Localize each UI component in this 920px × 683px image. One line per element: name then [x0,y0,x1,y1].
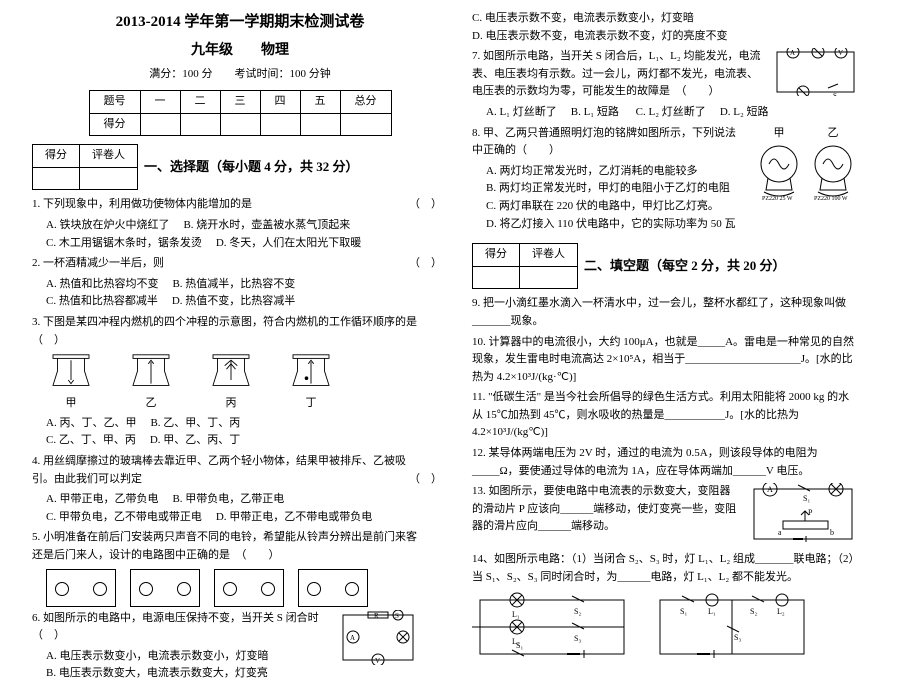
svg-text:S₃: S₃ [574,634,581,643]
q11: 11. "低碳生活" 是当今社会所倡导的绿色生活方式。利用太阳能将 2000 k… [472,389,888,442]
q13: A S₁ a b P 13. 如图所示，要使电路中电流表的示数变大，变阻器的滑动… [472,483,888,536]
q3-figures: 甲 乙 丙 丁 [46,353,448,413]
svg-text:S₂: S₂ [750,607,757,616]
q2-opts: A. 热值和比热容均不变B. 热值减半，比热容不变 C. 热值和比热容都减半D.… [46,276,448,311]
q8-bulbs: 甲 PZ220 25 W 乙 PZ220 100 W [754,125,858,209]
svg-text:S₃: S₃ [734,633,741,642]
q5: 5. 小明准备在前后门安装两只声音不同的电铃，希望能从铃声分辨出是前门来客还是后… [32,529,448,564]
svg-text:S₂: S₂ [574,607,581,616]
q5-circuits [46,569,448,607]
q12: 12. 某导体两端电压为 2V 时，通过的电流为 0.5A，则该段导体的电阻为_… [472,445,888,480]
q2: 2. 一杯酒精减少一半后，则（ ） [32,255,448,273]
svg-text:L₁: L₁ [512,610,520,619]
svg-text:R: R [374,612,379,620]
svg-text:L₁: L₁ [708,607,716,616]
svg-text:L₂: L₂ [777,607,785,616]
q7: A V S 7. 如图所示电路，当开关 S 闭合后，L₁、L₂ 均能发光，电流表… [472,48,888,101]
svg-text:V: V [838,49,843,57]
grader-box-2: 得分评卷人 [472,243,578,289]
score-table: 题号一 二三 四五 总分 得分 [89,90,392,136]
section1-title: 一、选择题（每小题 4 分，共 32 分） [144,157,359,178]
q1-opts: A. 铁块放在炉火中烧红了B. 烧开水时，壶盖被水蒸气顶起来 C. 木工用锯锯木… [46,217,448,252]
exam-title: 2013-2014 学年第一学期期末检测试卷 [32,10,448,34]
svg-text:PZ220 100 W: PZ220 100 W [814,196,848,202]
exam-info: 满分：100 分 考试时间：100 分钟 [32,66,448,84]
grader-box: 得分评卷人 [32,144,138,190]
svg-text:a: a [778,528,782,537]
exam-subtitle: 九年级 物理 [32,40,448,62]
svg-text:S₁: S₁ [680,607,687,616]
q1: 1. 下列现象中，利用做功使物体内能增加的是（ ） [32,196,448,214]
section2-title: 二、填空题（每空 2 分，共 20 分） [584,256,786,277]
svg-text:A: A [350,634,355,642]
q10: 10. 计算器中的电流很小，大约 100μA，也就是_____A。雷电是一种常见… [472,334,888,387]
q3-opts: A. 丙、丁、乙、甲B. 乙、甲、丁、丙 C. 乙、丁、甲、丙D. 甲、乙、丙、… [46,415,448,450]
svg-text:A: A [790,49,795,57]
q6: R S V A 6. 如图所示的电路中，电源电压保持不变，当开关 S 闭合时（ … [32,610,448,645]
q9: 9. 把一小滴红墨水滴入一杯清水中，过一会儿，整杯水都红了，这种现象叫做____… [472,295,888,330]
svg-text:PZ220 25 W: PZ220 25 W [762,196,793,202]
q14: 14、如图所示电路：（1）当闭合 S₂、S₃ 时，灯 L₁、L₂ 组成_____… [472,545,888,586]
svg-text:V: V [375,657,380,665]
svg-text:P: P [808,508,813,517]
q8: 甲 PZ220 25 W 乙 PZ220 100 W 8. 甲、乙两只普通照明灯… [472,125,888,160]
q14-circuits: L₁ S₂ L₂ S₃ S₁ S₁ L₁ S₂ L₂ S₃ [472,592,888,662]
q6-opts-cd: C. 电压表示数不变，电流表示数变小，灯变暗D. 电压表示数不变，电流表示数不变… [472,10,888,45]
svg-text:S₁: S₁ [803,494,810,503]
svg-text:b: b [830,528,834,537]
q13-circuit-icon: A S₁ a b P [748,483,858,545]
svg-text:S₁: S₁ [516,641,523,650]
svg-text:S: S [395,612,399,620]
q7-circuit-icon: A V S [773,48,858,96]
svg-text:A: A [767,485,773,494]
q4-opts: A. 甲带正电，乙带负电B. 甲带负电，乙带正电 C. 甲带负电，乙不带电或带正… [46,491,448,526]
q4: 4. 用丝绸摩擦过的玻璃棒去靠近甲、乙两个轻小物体，结果甲被排斥、乙被吸引。由此… [32,453,448,488]
q3: 3. 下图是某四冲程内燃机的四个冲程的示意图，符合内燃机的工作循环顺序的是（ ） [32,314,448,349]
svg-text:S: S [833,92,837,96]
q6-circuit-icon: R S V A [338,610,418,665]
q7-opts: A. L₁ 灯丝断了B. L₁ 短路 C. L₂ 灯丝断了D. L₂ 短路 [486,104,888,122]
